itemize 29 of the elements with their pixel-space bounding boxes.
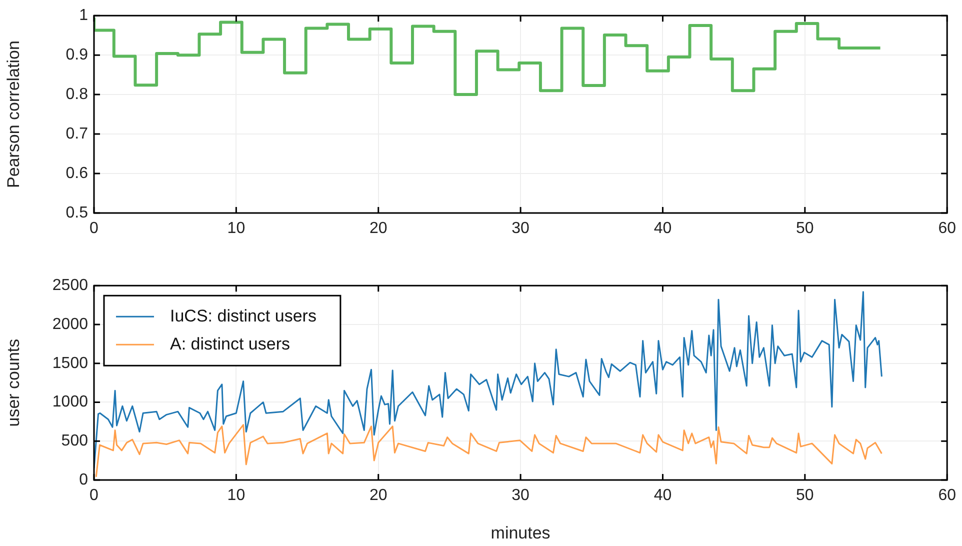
legend-label: IuCS: distinct users bbox=[170, 306, 316, 326]
y-tick-label: 0.5 bbox=[66, 204, 88, 222]
x-tick-label: 30 bbox=[512, 487, 530, 504]
x-tick-label: 60 bbox=[938, 487, 956, 504]
x-tick-label: 40 bbox=[654, 487, 672, 504]
x-tick-label: 10 bbox=[227, 487, 246, 504]
x-tick-label: 10 bbox=[227, 220, 246, 238]
y-tick-label: 2000 bbox=[52, 316, 88, 333]
x-tick-label: 50 bbox=[796, 220, 814, 238]
x-tick-label: 50 bbox=[796, 487, 814, 504]
y-tick-label: 1500 bbox=[52, 354, 88, 372]
y-tick-label: 0.6 bbox=[66, 164, 88, 182]
y-tick-label: 0.9 bbox=[66, 46, 88, 64]
y-tick-label: 500 bbox=[61, 432, 88, 450]
x-tick-label: 60 bbox=[938, 220, 956, 238]
x-tick-label: 40 bbox=[654, 220, 672, 238]
y-axis-title: user counts bbox=[4, 338, 23, 427]
x-axis-title: minutes bbox=[490, 523, 550, 542]
y-tick-label: 1 bbox=[79, 7, 88, 24]
y-axis-title: Pearson correlation bbox=[4, 40, 23, 188]
x-tick-label: 30 bbox=[512, 220, 530, 238]
y-tick-label: 1000 bbox=[52, 394, 88, 411]
x-tick-label: 20 bbox=[369, 487, 388, 504]
legend-label: A: distinct users bbox=[170, 334, 290, 354]
y-tick-label: 0 bbox=[79, 471, 88, 488]
y-tick-label: 0.8 bbox=[66, 86, 88, 103]
y-tick-label: 2500 bbox=[52, 277, 88, 294]
x-tick-label: 20 bbox=[369, 220, 388, 238]
y-tick-label: 0.7 bbox=[66, 125, 88, 142]
